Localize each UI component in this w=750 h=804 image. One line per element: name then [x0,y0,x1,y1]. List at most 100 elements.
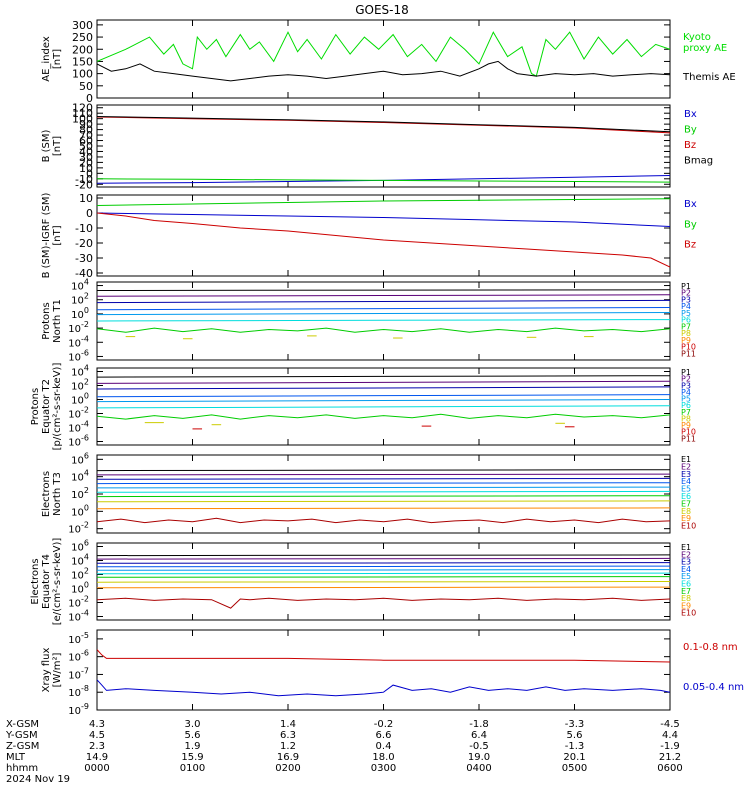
y-tick-label: 50 [79,80,93,93]
series-line [97,399,670,403]
series-line [97,482,670,485]
panel-xray: 10-9 10-8 10-7 10-6 10-5 Xray flux [W/m²] 0.1-0… [41,629,744,717]
x-axis-value: -1.9 [660,741,680,752]
y-tick-label: 10-8 [68,684,89,699]
y-tick-label: 0 [86,207,93,220]
x-axis-value: 0100 [180,763,205,774]
series-line [97,469,670,472]
y-tick-label: 106 [71,451,89,466]
y-axis-label: B (SM) [41,129,52,162]
series-line [97,198,670,206]
y-tick-label: -20 [75,237,93,250]
legend-entry: P5 [681,395,691,404]
y-tick-label: 20 [79,156,93,169]
legend-entry: proxy AE [683,43,727,54]
series-line [97,307,670,311]
legend-entry: 0.1-0.8 nm [683,642,738,653]
series-line [97,557,670,560]
y-tick-label: -10 [75,173,93,186]
x-axis-row-label: Y-GSM [5,730,38,741]
x-axis-value: 1.2 [280,741,296,752]
legend-entry: E3 [681,558,691,567]
y-axis-label: Electrons [30,558,41,604]
legend-entry: E8 [681,507,691,516]
y-tick-label: 120 [72,102,93,115]
y-axis-label: [nT] [52,49,63,69]
legend-entry: Bz [684,140,696,151]
y-tick-label: 10-5 [68,631,89,646]
legend-entry: E7 [681,499,691,508]
series-line [97,312,670,316]
y-tick-label: 104 [71,278,89,293]
legend-entry: P10 [681,343,696,352]
legend-entry: Bx [684,109,697,120]
series-line [97,473,670,476]
legend-entry: E1 [681,543,691,552]
y-axis-label: [nT] [52,225,63,245]
legend-entry: P8 [681,414,691,423]
y-axis-label: North T1 [52,299,63,343]
legend-entry: P8 [681,329,691,338]
series-line [97,394,670,398]
legend-entry: E1 [681,455,691,464]
series-line [97,380,670,384]
y-tick-label: 250 [72,31,93,44]
x-axis-value: 0600 [657,763,682,774]
x-axis-row-label: X-GSM [6,719,39,730]
y-tick-label: 10-4 [68,609,89,624]
legend-entry: E3 [681,470,691,479]
legend-entry: E9 [681,514,691,523]
x-axis-value: 0.4 [376,741,392,752]
series-line [97,212,670,268]
y-tick-label: 70 [79,129,93,142]
legend-entry: E10 [681,522,696,531]
legend-entry: Themis AE [682,72,736,83]
legend-entry: P9 [681,336,691,345]
y-tick-label: -10 [75,222,93,235]
y-tick-label: 50 [79,140,93,153]
series-line [97,294,670,297]
y-tick-label: -20 [75,178,93,191]
series-line [97,319,670,322]
legend-entry: P5 [681,309,691,318]
y-tick-label: 10-2 [68,320,89,335]
x-axis-value: 14.9 [86,752,108,763]
y-tick-label: 10-2 [68,406,89,421]
x-axis-value: 21.2 [659,752,681,763]
x-axis-value: 4.4 [662,730,678,741]
legend-entry: Bx [684,199,697,210]
legend-entry: E10 [681,609,696,618]
series-line [97,565,670,568]
x-axis-row-label: Z-GSM [6,741,39,752]
y-tick-label: 0 [86,92,93,105]
legend-entry: Kyoto [683,32,711,43]
series-line [97,386,670,390]
legend-entry: P4 [681,388,691,397]
x-axis-value: 6.6 [376,730,392,741]
x-axis-value: -3.3 [565,719,585,730]
y-tick-label: 100 [72,68,93,81]
x-axis-value: 20.1 [563,752,585,763]
series-line [97,413,670,420]
y-tick-label: 102 [71,378,89,393]
series-line [97,299,670,304]
y-tick-label: 106 [71,539,89,554]
x-axis-value: 0300 [371,763,396,774]
x-axis-value: 16.9 [277,752,299,763]
y-tick-label: 200 [72,43,93,56]
y-axis-label: Equator T4 [41,554,52,609]
x-axis-value: 2.3 [89,741,105,752]
y-axis-label: [W/m²] [52,652,63,687]
legend-entry: E4 [681,565,691,574]
y-tick-label: 60 [79,135,93,148]
legend-entry: By [684,219,697,230]
series-line [97,327,670,333]
x-axis-value: 3.0 [185,719,201,730]
legend-entry: Bmag [684,156,713,167]
